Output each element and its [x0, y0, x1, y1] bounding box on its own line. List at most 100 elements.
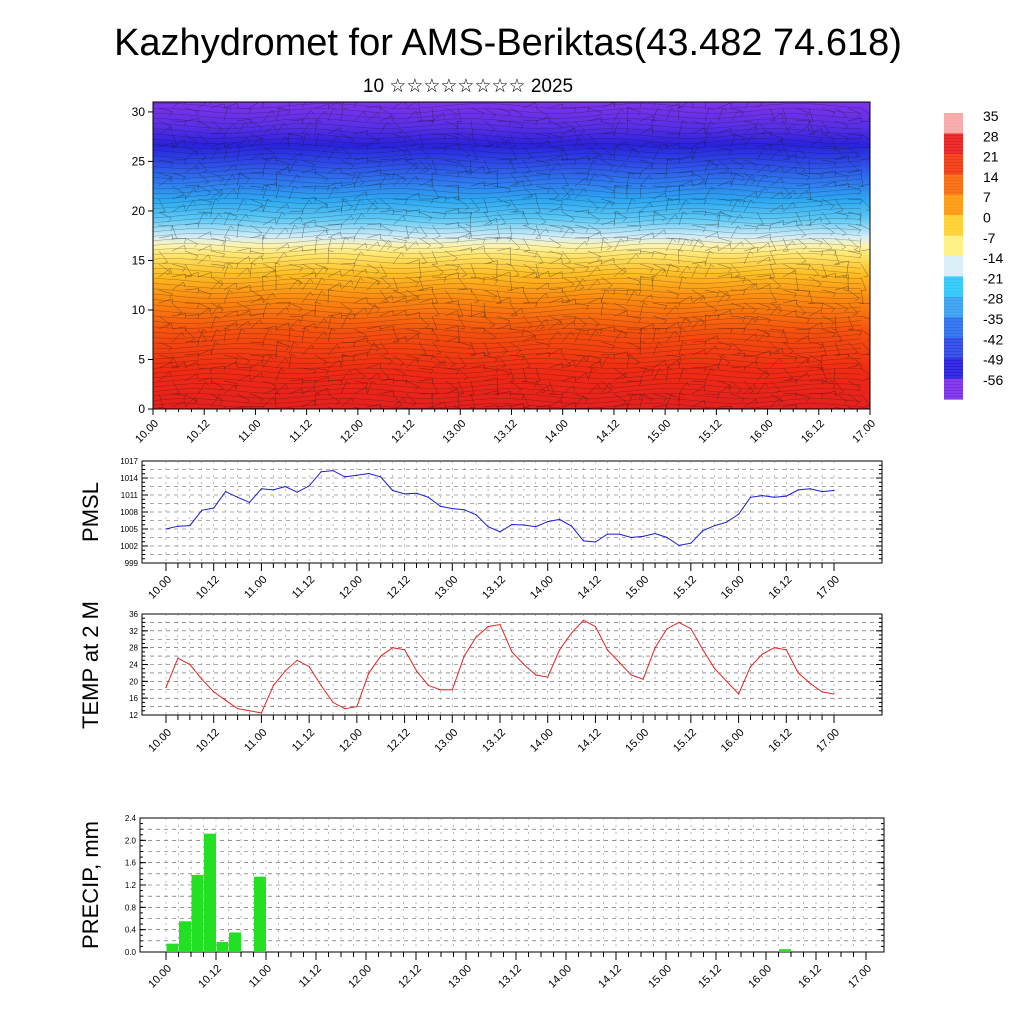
pmsl-point [487, 526, 489, 528]
temp-point [618, 661, 620, 663]
pmsl-point [225, 491, 227, 493]
cs-tick-label: 14.00 [543, 418, 571, 446]
cs-tick-label: 11.00 [236, 418, 263, 445]
chart-title: Kazhydromet for AMS-Beriktas(43.482 74.6… [114, 22, 902, 64]
temp-point [248, 710, 251, 712]
pmsl-point [475, 514, 477, 516]
pmsl-point [773, 496, 775, 498]
colorbar-swatch [944, 113, 963, 135]
temp-point [606, 649, 608, 651]
colorbar-swatch [944, 174, 963, 196]
temp-point [809, 682, 811, 685]
temp-point [535, 674, 537, 676]
cs-tick-label: 10.12 [184, 418, 212, 446]
pmsl-point [523, 524, 525, 526]
cs-y-tick-label: 25 [132, 154, 146, 168]
pmsl-y-tick-label: 1017 [120, 457, 138, 466]
pmsl-point [702, 530, 704, 532]
temp-point [582, 619, 585, 621]
precip-tick-label: 16.00 [746, 963, 774, 991]
temp-point [213, 691, 215, 693]
temp-point [272, 684, 274, 687]
colorbar-label: 14 [983, 169, 999, 185]
pmsl-point [308, 485, 310, 487]
temp-point [773, 647, 775, 649]
temp-point [678, 621, 680, 624]
pmsl-point [809, 488, 811, 490]
pmsl-tick-label: 15.12 [671, 574, 699, 602]
precip-panel: 0.0 0.4 0.8 1.2 1.6 2.0 2.4 10.00 10.12 11.00 11.1… [125, 814, 885, 991]
colorbar-swatch [944, 153, 963, 175]
colorbar-label: 7 [983, 189, 991, 205]
precip-bar [254, 876, 266, 952]
temp-point [165, 687, 167, 689]
pmsl-tick-label: 16.00 [719, 574, 747, 602]
precip-tick-label: 13.00 [446, 963, 474, 991]
pmsl-point [260, 488, 263, 490]
pmsl-tick-label: 11.12 [290, 574, 317, 601]
precip-tick-label: 14.00 [546, 963, 574, 991]
temp-tick-label: 11.00 [242, 727, 269, 754]
pmsl-point [714, 525, 716, 527]
pmsl-point [296, 491, 298, 493]
temp-tick-label: 12.00 [337, 727, 365, 755]
precip-bar [166, 943, 179, 952]
temp-y-tick-label: 16 [129, 694, 138, 703]
temp-point [714, 668, 716, 670]
pmsl-point [833, 489, 835, 492]
colorbar: 35 28 21 14 7 0 -7 -14 -21 -28 -35 -42 -49 -56 [944, 108, 1003, 400]
cs-tick-label: 15.00 [645, 418, 673, 446]
temp-point [332, 701, 334, 703]
pmsl-point [630, 536, 632, 539]
colorbar-swatch [944, 358, 963, 380]
precip-tick-label: 13.12 [496, 963, 524, 991]
pmsl-point [666, 536, 668, 539]
pmsl-point [737, 513, 740, 515]
pmsl-point [356, 474, 358, 476]
pmsl-point [785, 495, 787, 497]
temp-point [368, 672, 370, 674]
temp-panel: 12 16 20 24 28 32 36 10.00 10.12 11.00 11.12 12.00 1… [129, 610, 883, 755]
temp-point [797, 672, 799, 674]
colorbar-swatch [944, 317, 963, 339]
temp-point [189, 663, 191, 666]
colorbar-swatch [944, 296, 963, 318]
pmsl-tick-label: 12.00 [337, 574, 365, 602]
temp-point [225, 699, 227, 701]
colorbar-swatch [944, 235, 963, 257]
pmsl-point [332, 470, 334, 472]
pmsl-point [821, 491, 823, 493]
pmsl-y-tick-label: 1005 [120, 525, 138, 534]
precip-tick-label: 10.12 [196, 963, 224, 991]
pmsl-point [594, 541, 597, 543]
temp-point [630, 674, 632, 676]
pmsl-point [547, 521, 549, 523]
pmsl-point [678, 544, 680, 547]
pmsl-point [618, 533, 620, 535]
pmsl-point [415, 492, 418, 494]
precip-tick-label: 16.12 [796, 963, 824, 991]
precip-tick-label: 15.12 [696, 963, 724, 991]
temp-point [451, 689, 453, 691]
temp-point [654, 647, 656, 649]
temp-tick-label: 13.00 [432, 727, 460, 755]
temp-point [392, 647, 394, 649]
temp-point [356, 705, 358, 708]
pmsl-ylabel: PMSL [78, 482, 103, 542]
precip-y-tick-label: 1.2 [125, 881, 137, 890]
temp-point [690, 628, 692, 630]
temp-y-tick-label: 36 [129, 610, 138, 619]
colorbar-label: -56 [983, 372, 1003, 388]
temp-point [821, 691, 823, 693]
precip-tick-label: 14.12 [596, 963, 624, 991]
temp-y-tick-label: 32 [129, 627, 138, 636]
precip-bar [204, 833, 216, 952]
precip-y-tick-label: 1.6 [125, 859, 137, 868]
cs-tick-label: 12.12 [389, 418, 417, 446]
colorbar-swatch [944, 276, 963, 298]
pmsl-y-tick-label: 999 [125, 559, 139, 568]
cross-section-field [153, 102, 870, 409]
chart-subtitle: 10 ☆☆☆☆☆☆☆☆ 2025 [363, 76, 573, 97]
temp-point [547, 676, 549, 678]
